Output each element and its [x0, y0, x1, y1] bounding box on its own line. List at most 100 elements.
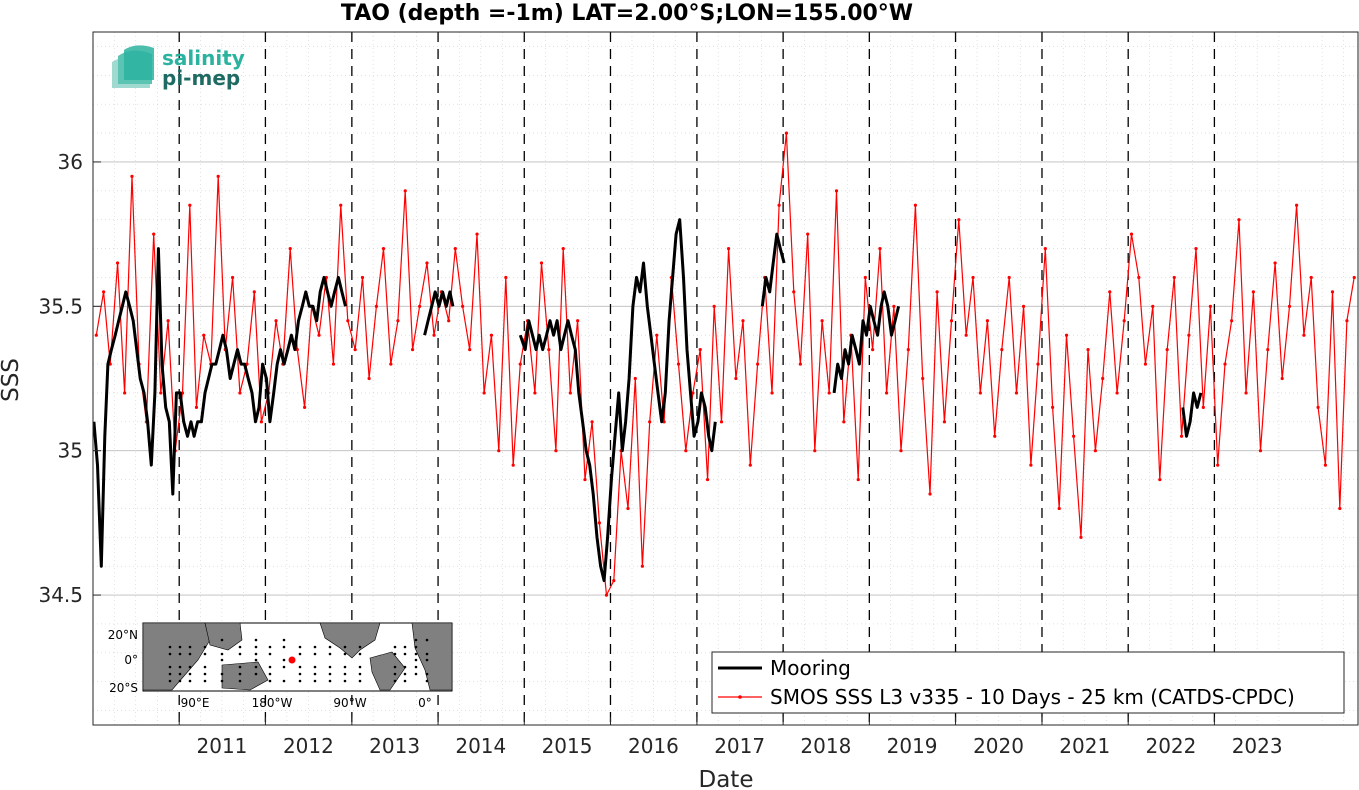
- smos-point: [374, 304, 379, 308]
- mooring-location-dot: [414, 645, 418, 649]
- mooring-location-dot: [393, 645, 397, 649]
- mooring-location-dot: [298, 672, 302, 676]
- smos-point: [834, 189, 839, 193]
- mooring-location-dot: [188, 665, 192, 669]
- smos-point: [1115, 391, 1119, 395]
- legend: Mooring SMOS SSS L3 v335 - 10 Days - 25 …: [711, 651, 1345, 714]
- smos-point: [978, 391, 982, 395]
- mooring-location-dot: [393, 652, 397, 656]
- mooring-location-dot: [403, 672, 407, 676]
- mooring-location-dot: [313, 652, 317, 656]
- smos-point: [1187, 333, 1191, 337]
- smos-point: [798, 362, 802, 366]
- mooring-location-dot: [220, 658, 224, 662]
- mooring-location-dot: [238, 645, 242, 649]
- legend-mooring-label: Mooring: [770, 656, 851, 680]
- mooring-location-dot: [268, 665, 272, 669]
- mooring-location-dot: [343, 652, 347, 656]
- smos-point: [425, 261, 429, 265]
- mooring-location-dot: [268, 672, 272, 676]
- mooring-location-dot: [414, 672, 418, 676]
- mooring-location-dot: [313, 665, 317, 669]
- mooring-location-dot: [238, 672, 242, 676]
- smos-point: [971, 275, 975, 280]
- x-axis-ticks: 2011 2012 2013 2014 2015 2016 2017 2018 2019 2020…: [178, 717, 1283, 758]
- smos-point: [935, 290, 939, 294]
- x-tick-label: 2016: [628, 734, 679, 758]
- smos-point: [115, 261, 120, 265]
- smos-point: [259, 420, 263, 424]
- mooring-location-dot: [220, 638, 224, 642]
- smos-point: [820, 319, 824, 323]
- mooring-location-dot: [282, 665, 286, 669]
- x-tick-label: 2020: [973, 734, 1024, 758]
- smos-point: [1338, 506, 1342, 511]
- smos-point: [367, 376, 371, 381]
- smos-point: [1302, 333, 1306, 337]
- smos-point: [827, 391, 831, 395]
- smos-point: [1043, 246, 1047, 251]
- mooring-location-dot: [298, 652, 302, 656]
- smos-point: [1129, 232, 1134, 236]
- mooring-location-dot: [188, 645, 192, 649]
- smos-point: [784, 131, 789, 135]
- mooring-location-dot: [178, 672, 182, 676]
- smos-point: [94, 333, 98, 337]
- smos-point: [741, 319, 745, 323]
- smos-point: [353, 348, 357, 352]
- smos-point: [152, 232, 156, 236]
- smos-point: [712, 304, 716, 308]
- mooring-location-dot: [168, 672, 172, 676]
- smos-point: [1266, 348, 1270, 352]
- x-tick-label: 2021: [1059, 734, 1110, 758]
- smos-point: [1172, 275, 1176, 280]
- mooring-location-dot: [188, 652, 192, 656]
- smos-point: [252, 290, 256, 294]
- mooring-location-dot: [403, 679, 407, 683]
- mooring-line-segment: [832, 290, 901, 394]
- smos-point: [1194, 246, 1198, 251]
- smos-point: [1029, 463, 1033, 467]
- smos-point: [921, 376, 925, 381]
- mooring-location-dot: [254, 672, 258, 676]
- mooring-location-dot: [393, 679, 397, 683]
- selected-mooring-marker: [288, 656, 296, 664]
- mooring-location-dot: [328, 665, 332, 669]
- mooring-location-dot: [414, 665, 418, 669]
- mooring-location-dot: [203, 652, 207, 656]
- mooring-location-dot: [328, 672, 332, 676]
- smos-point: [806, 232, 810, 236]
- smos-point: [1316, 405, 1320, 409]
- x-tick-label: 2014: [455, 734, 506, 758]
- smos-point: [942, 420, 947, 424]
- mooring-location-dot: [425, 679, 429, 683]
- mooring-location-dot: [268, 652, 272, 656]
- smos-point: [1137, 275, 1141, 280]
- smos-point: [1280, 376, 1284, 381]
- mooring-location-dot: [254, 652, 258, 656]
- smos-point: [1251, 290, 1255, 294]
- smos-point: [1057, 506, 1061, 511]
- plot-frame: [92, 31, 1359, 726]
- smos-point: [813, 449, 817, 453]
- mooring-location-dot: [328, 645, 332, 649]
- smos-point: [202, 333, 206, 337]
- smos-point: [1158, 477, 1162, 482]
- mooring-location-dot: [358, 665, 362, 669]
- smos-point: [892, 304, 896, 308]
- mooring-location-dot: [313, 645, 317, 649]
- mooring-location-dot: [358, 652, 362, 656]
- mooring-location-dot: [425, 638, 429, 642]
- mooring-location-dot: [203, 645, 207, 649]
- smos-point: [303, 405, 307, 409]
- mooring-location-dot: [178, 679, 182, 683]
- smos-point: [539, 261, 544, 265]
- smos-point: [568, 391, 572, 395]
- logo-text-salinity: salinity: [162, 46, 245, 70]
- lat-label-20s: 20°S: [109, 681, 138, 695]
- smos-point: [1309, 275, 1313, 280]
- mooring-location-dot: [254, 638, 258, 642]
- mooring-line-segment: [423, 290, 455, 336]
- smos-point: [698, 348, 702, 352]
